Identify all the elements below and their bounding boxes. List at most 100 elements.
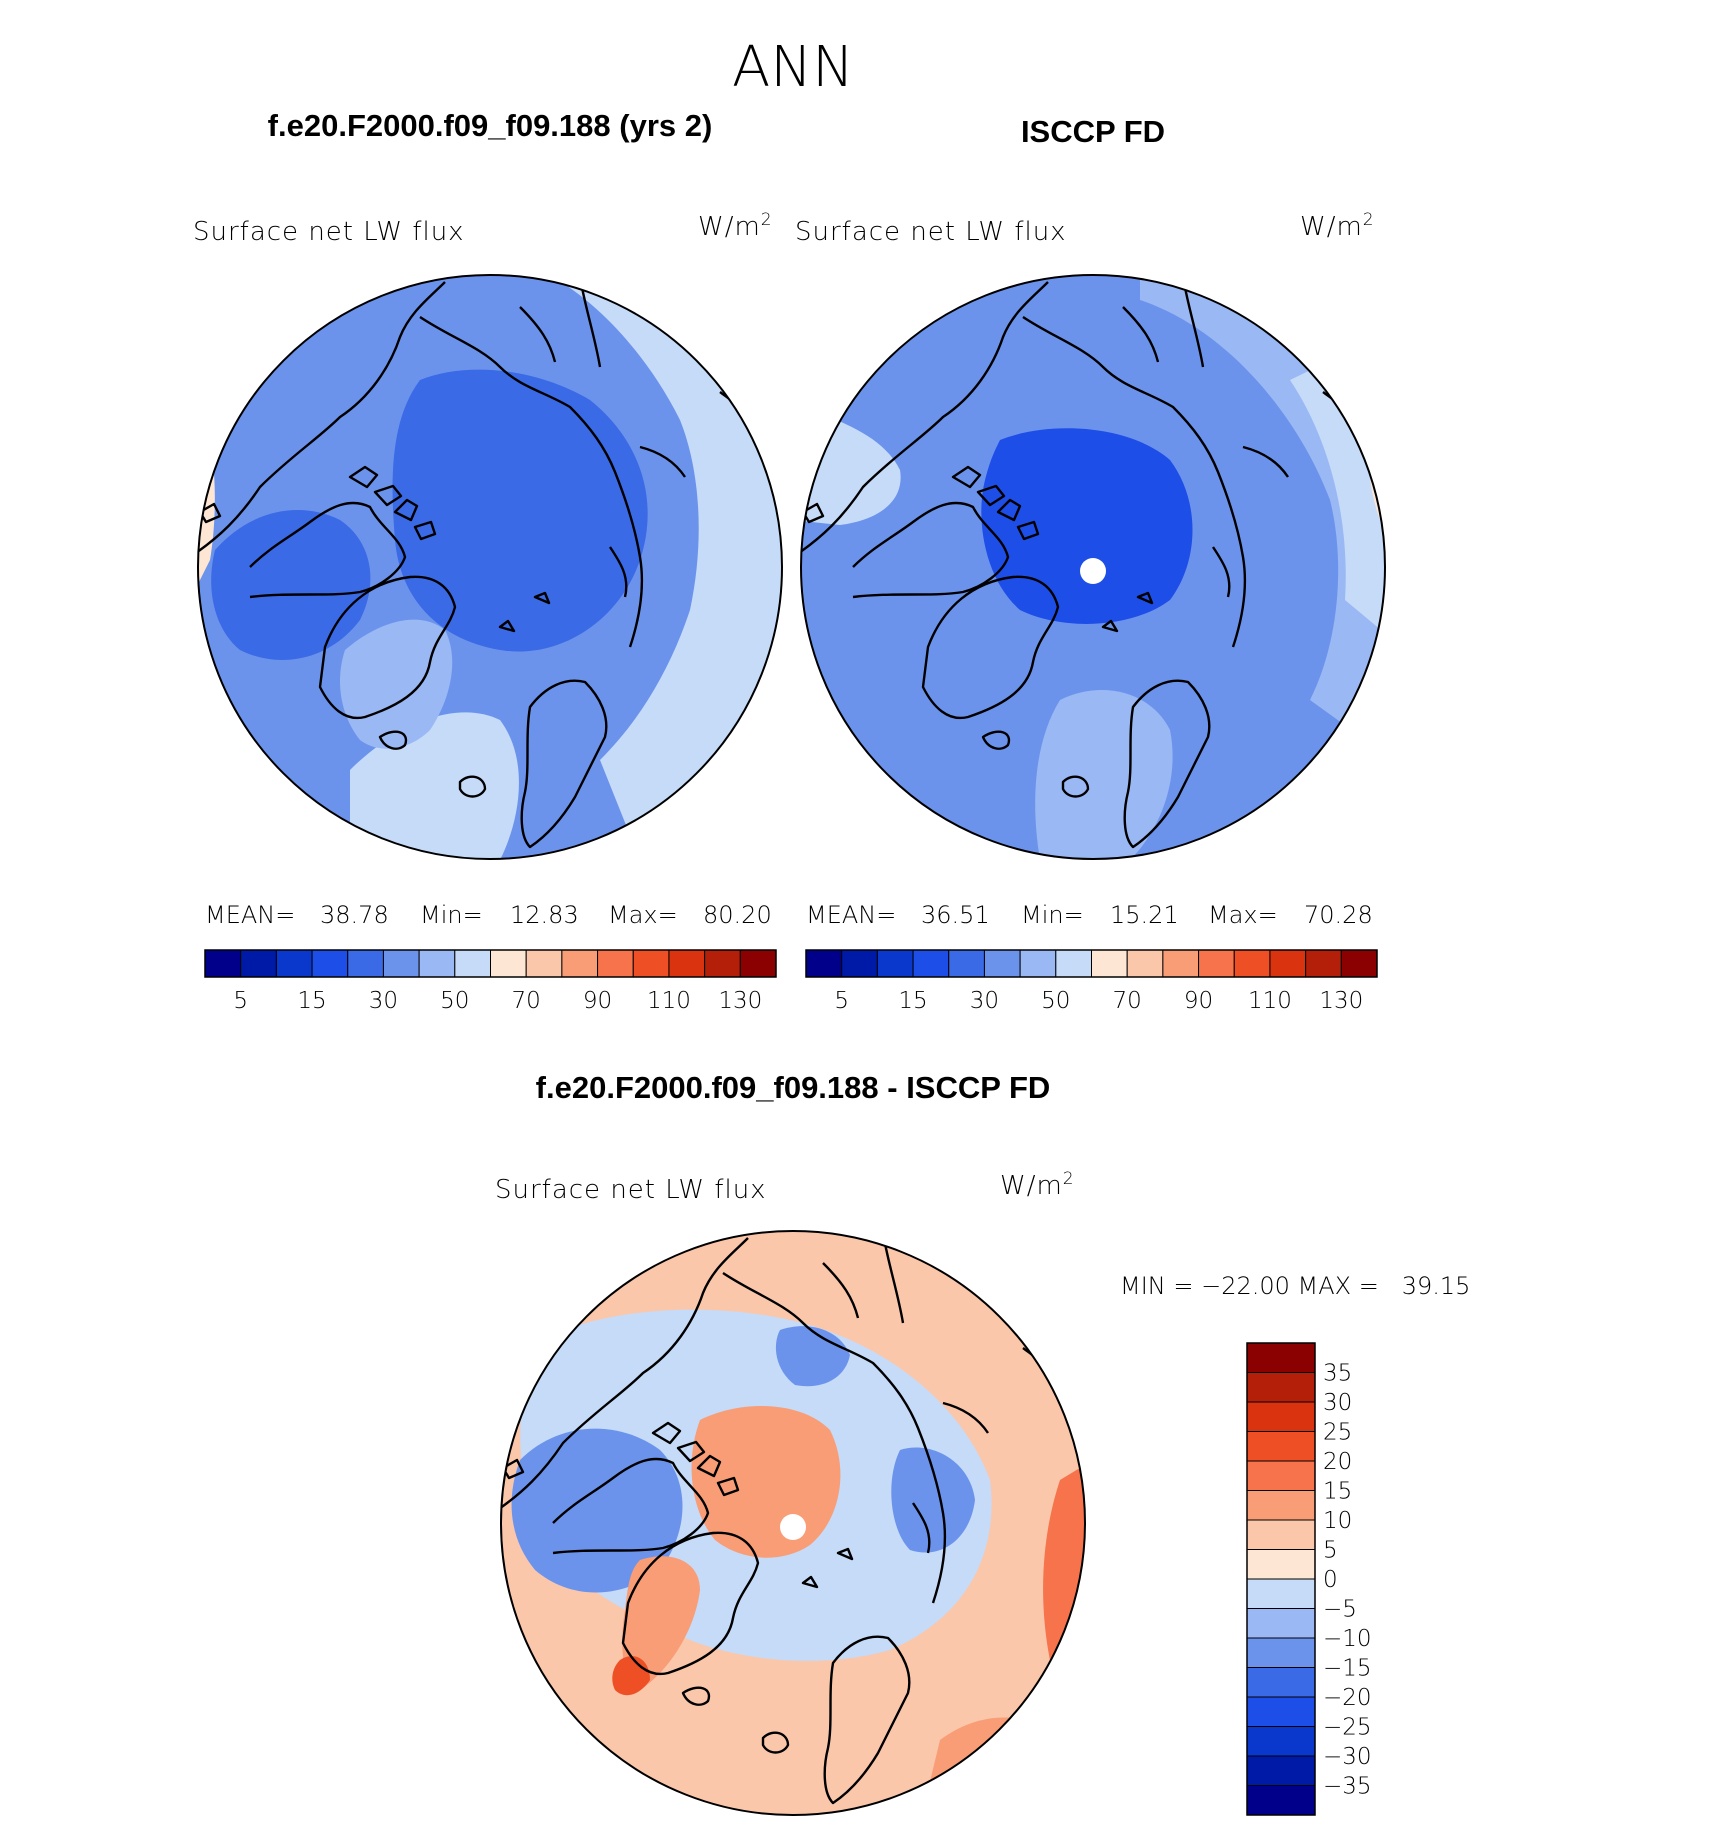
colorbar-tick-label: 90 [583,988,612,1014]
colorbar-tick-label: 20 [1323,1449,1352,1475]
min-label: Min= [420,901,483,929]
colorbar-tick-label: 25 [1323,1420,1352,1446]
colorbar-swatch [1055,949,1092,978]
figure-title: ANN [732,35,854,100]
colorbar-swatch [632,949,670,978]
colorbar-tick-label: 130 [1319,988,1363,1014]
colorbar-swatch [805,949,843,978]
colorbar-tick-label: 15 [1323,1479,1352,1505]
variable-label: Surface net LW flux [495,1175,767,1205]
max-value: 70.28 [1304,901,1373,929]
colorbar: 5 15 30 50 70 90 110 130 [805,949,1378,1014]
colorbar-tick-label: 10 [1323,1508,1352,1534]
colorbar-tick-label: 30 [970,988,999,1014]
colorbar-tick-label: 15 [898,988,927,1014]
colorbar-tick-label: 30 [369,988,398,1014]
panel-model: f.e20.F2000.f09_f09.188 (yrs 2) Surface … [193,108,783,1014]
colorbar-tick-label: −30 [1323,1744,1372,1770]
colorbar-swatch [1246,1431,1316,1462]
colorbar-swatch [1246,1667,1316,1698]
colorbar-swatch [1305,949,1342,978]
colorbar-swatch [1246,1490,1316,1521]
colorbar-swatch [1198,949,1235,978]
variable-label: Surface net LW flux [193,217,465,247]
colorbar-swatch [311,949,349,978]
pole-missing-data [780,1514,806,1540]
colorbar-swatch [454,949,491,978]
colorbar-swatch [1246,1785,1316,1816]
region-siberia-cool [775,1326,850,1387]
colorbar-swatch [1246,1372,1316,1403]
colorbar-tick-label: 5 [233,988,248,1014]
colorbar-tick-label: −10 [1323,1626,1372,1652]
map-stats: MEAN= 38.78 Min= 12.83 Max= 80.20 [205,901,772,929]
region-canadian-archipelago [211,510,371,660]
colorbar-swatch [1246,1755,1316,1786]
colorbar-swatch [561,949,599,978]
panel-observations: ISCCP FD Surface net LW flux W/m2 MEAN= … [795,114,1386,1014]
colorbar-tick-label: 5 [1323,1538,1338,1564]
mean-label: MEAN= [205,901,295,929]
region-north-pacific [540,275,782,859]
colorbar-tick-label: 30 [1323,1390,1352,1416]
max-label: Max= [608,901,678,929]
colorbar-swatch [1246,1608,1316,1639]
pole-missing-data [1080,558,1106,584]
variable-label: Surface net LW flux [795,217,1067,247]
colorbar-swatch [382,949,420,978]
max-value: 80.20 [703,901,772,929]
colorbar-swatch [1246,1460,1316,1491]
polar-map [801,275,1385,859]
min-value: 12.83 [510,901,579,929]
colorbar-tick-label: 110 [1248,988,1292,1014]
region-central-arctic [392,369,648,652]
colorbar-tick-label: 35 [1323,1361,1352,1387]
colorbar-swatch [490,949,527,978]
colorbar-tick-label: 50 [440,988,469,1014]
colorbar-tick-label: −5 [1323,1597,1357,1623]
colorbar: 5 15 30 50 70 90 110 130 [204,949,777,1014]
units-label: W/m2 [1300,210,1375,242]
colorbar-tick-label: 15 [297,988,326,1014]
colorbar-frame [805,949,1378,978]
mean-value: 36.51 [921,901,990,929]
polar-map [198,275,782,859]
colorbar-swatch [1126,949,1164,978]
colorbar-tick-label: 5 [834,988,849,1014]
colorbar-tick-label: −15 [1323,1656,1372,1682]
region-canadian-archipelago [511,1428,683,1593]
panel-title: ISCCP FD [1021,114,1165,149]
colorbar-swatch [876,949,914,978]
colorbar-swatch [841,949,878,978]
map-stats: MEAN= 36.51 Min= 15.21 Max= 70.28 [806,901,1373,929]
mean-value: 38.78 [320,901,389,929]
colorbar-swatch [1246,1696,1316,1727]
colorbar-tick-label: −20 [1323,1685,1372,1711]
colorbar-swatch [1246,1578,1316,1609]
min-label: Min= [1021,901,1084,929]
colorbar-swatch [1091,949,1128,978]
colorbar-swatch [739,949,777,978]
colorbar-swatch [275,949,313,978]
colorbar-swatch [1246,1342,1316,1373]
mean-label: MEAN= [806,901,896,929]
min-max-label: MIN = −22.00 MAX = 39.15 [1120,1272,1470,1300]
colorbar-swatch [1246,1549,1316,1580]
region-central-arctic [691,1406,841,1558]
min-value: 15.21 [1110,901,1179,929]
colorbar-frame [204,949,777,978]
colorbar-swatch [240,949,277,978]
map-border [197,274,783,860]
map-border [800,274,1386,860]
region-barents-sea [891,1447,975,1553]
colorbar-tick-label: 110 [647,988,691,1014]
polar-map [501,1231,1085,1815]
colorbar-tick-label: 90 [1184,988,1213,1014]
colorbar-swatch [1246,1401,1316,1432]
colorbar-swatch [418,949,456,978]
colorbar-tick-label: 70 [512,988,541,1014]
colorbar-swatch [912,949,950,978]
colorbar-swatch [668,949,706,978]
units-label: W/m2 [698,210,773,242]
region-greenland [622,1556,700,1690]
